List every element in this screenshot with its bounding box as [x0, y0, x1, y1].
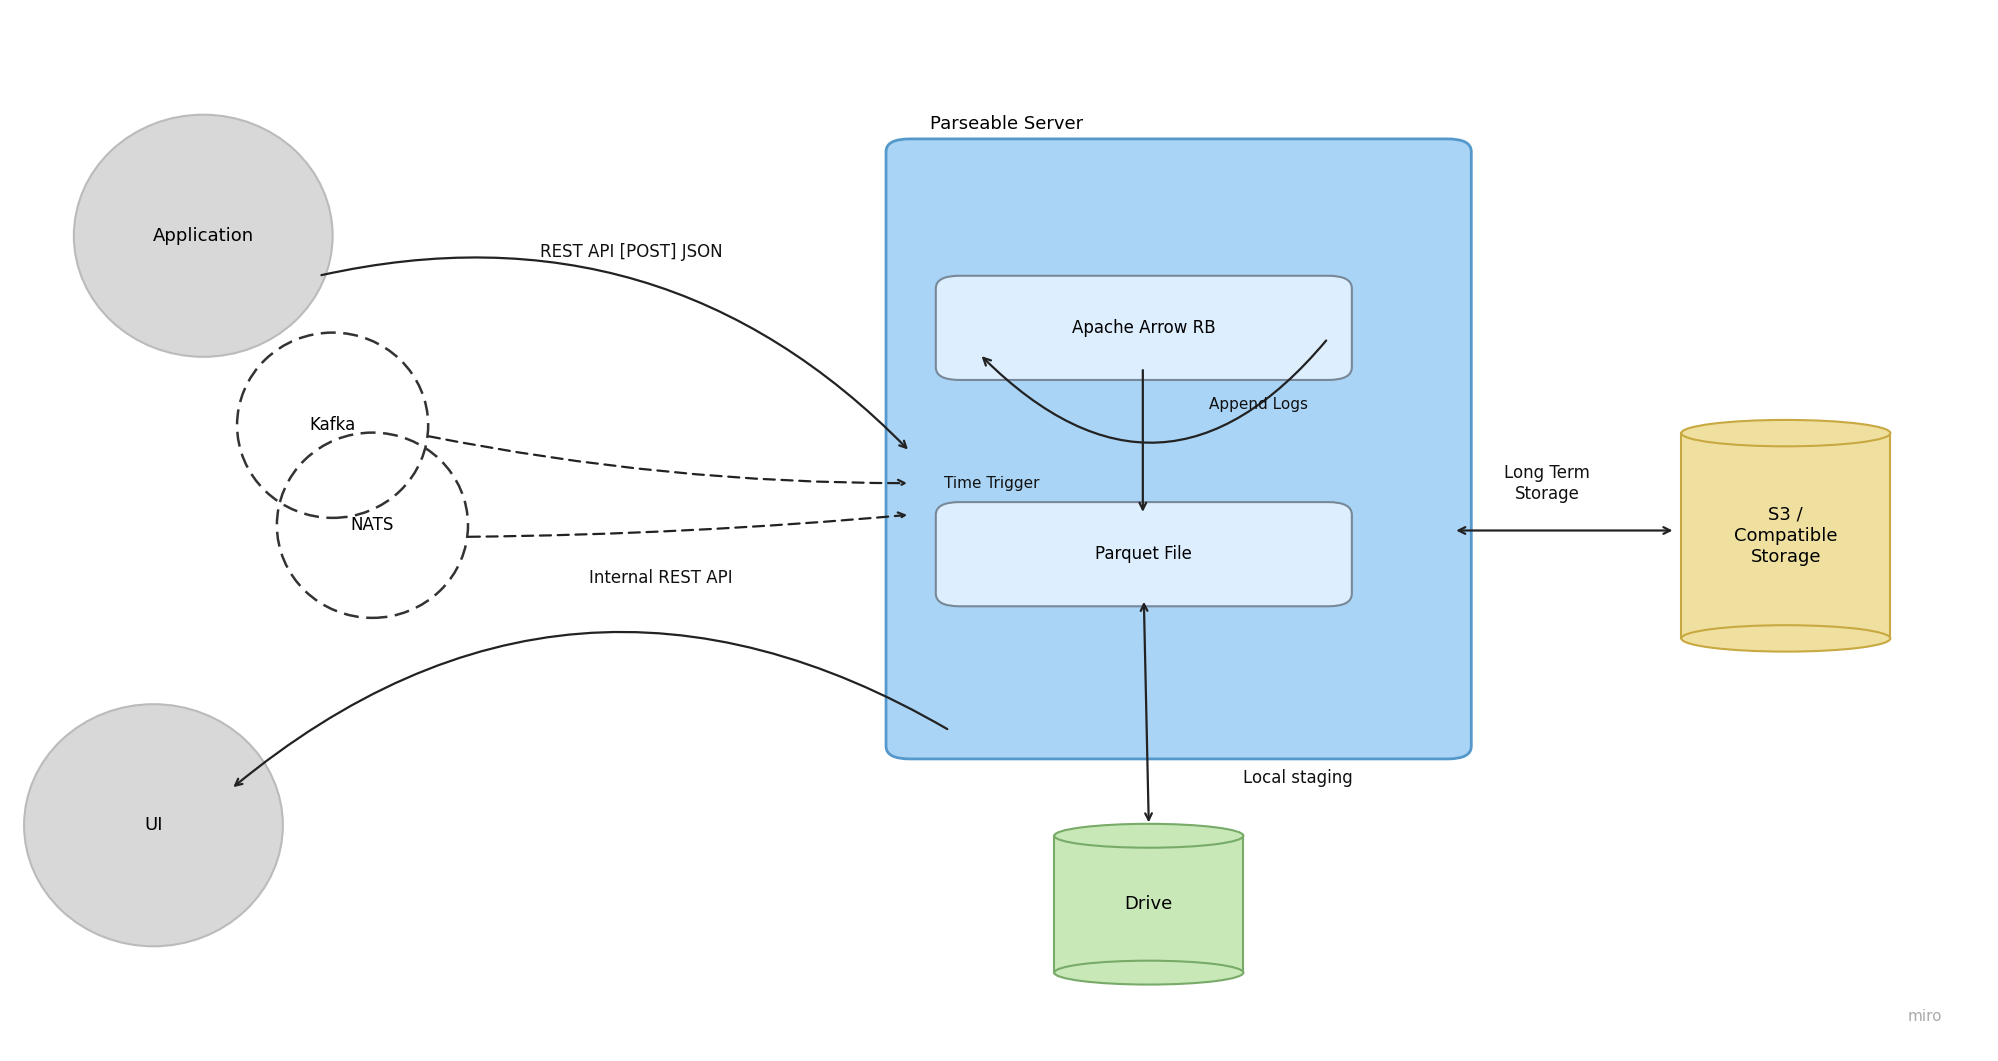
- Text: NATS: NATS: [350, 517, 394, 535]
- FancyBboxPatch shape: [935, 502, 1351, 606]
- Ellipse shape: [1680, 420, 1890, 447]
- FancyArrowPatch shape: [983, 341, 1325, 442]
- FancyArrowPatch shape: [1139, 370, 1145, 509]
- FancyBboxPatch shape: [935, 276, 1351, 380]
- Ellipse shape: [1053, 823, 1243, 848]
- FancyArrowPatch shape: [322, 258, 905, 448]
- FancyArrowPatch shape: [1459, 527, 1668, 534]
- Ellipse shape: [1053, 960, 1243, 985]
- FancyBboxPatch shape: [885, 139, 1471, 759]
- Text: Parquet File: Parquet File: [1095, 545, 1191, 563]
- Text: miro: miro: [1906, 1009, 1942, 1024]
- Text: REST API [POST] JSON: REST API [POST] JSON: [539, 243, 721, 261]
- FancyArrowPatch shape: [470, 512, 905, 537]
- Text: Long Term
Storage: Long Term Storage: [1502, 464, 1588, 503]
- Text: Append Logs: Append Logs: [1209, 397, 1307, 412]
- Text: Time Trigger: Time Trigger: [943, 475, 1039, 490]
- Text: Internal REST API: Internal REST API: [589, 569, 733, 587]
- Text: Drive: Drive: [1125, 895, 1173, 914]
- FancyBboxPatch shape: [1053, 836, 1243, 973]
- Text: Parseable Server: Parseable Server: [929, 115, 1083, 133]
- Text: Kafka: Kafka: [310, 416, 356, 434]
- Ellipse shape: [74, 115, 332, 356]
- Text: Apache Arrow RB: Apache Arrow RB: [1071, 319, 1215, 336]
- FancyBboxPatch shape: [1680, 433, 1890, 639]
- Ellipse shape: [1680, 625, 1890, 651]
- Text: S3 /
Compatible
Storage: S3 / Compatible Storage: [1732, 506, 1836, 566]
- FancyArrowPatch shape: [430, 436, 905, 487]
- Text: Local staging: Local staging: [1243, 769, 1353, 787]
- FancyArrowPatch shape: [1141, 604, 1151, 820]
- FancyArrowPatch shape: [236, 632, 947, 785]
- Ellipse shape: [24, 705, 284, 946]
- Text: Application: Application: [152, 227, 254, 245]
- Text: UI: UI: [144, 816, 162, 834]
